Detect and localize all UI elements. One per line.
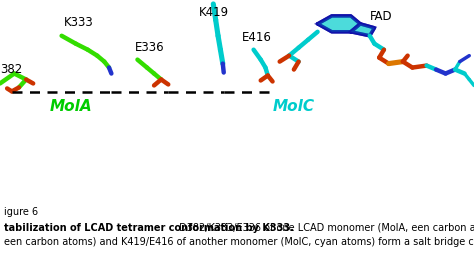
Text: igure 6: igure 6	[4, 207, 38, 217]
Text: E416: E416	[242, 31, 272, 44]
Text: D382/K333/E336 of one LCAD monomer (MolA, een carbon atoms) and K419/E416 of ano: D382/K333/E336 of one LCAD monomer (MolA…	[176, 223, 474, 233]
Text: K333: K333	[64, 16, 94, 29]
Polygon shape	[318, 16, 360, 32]
Text: E336: E336	[135, 41, 165, 54]
Text: MolC: MolC	[273, 99, 315, 114]
Text: MolA: MolA	[50, 99, 92, 114]
Text: 382: 382	[0, 63, 23, 76]
Text: FAD: FAD	[370, 10, 392, 23]
Text: een carbon atoms) and K419/E416 of another monomer (MolC, cyan atoms) form a sal: een carbon atoms) and K419/E416 of anoth…	[4, 237, 474, 247]
Text: tabilization of LCAD tetramer conformation by K333.: tabilization of LCAD tetramer conformati…	[4, 223, 294, 233]
Polygon shape	[351, 24, 374, 36]
Text: K419: K419	[199, 6, 229, 19]
